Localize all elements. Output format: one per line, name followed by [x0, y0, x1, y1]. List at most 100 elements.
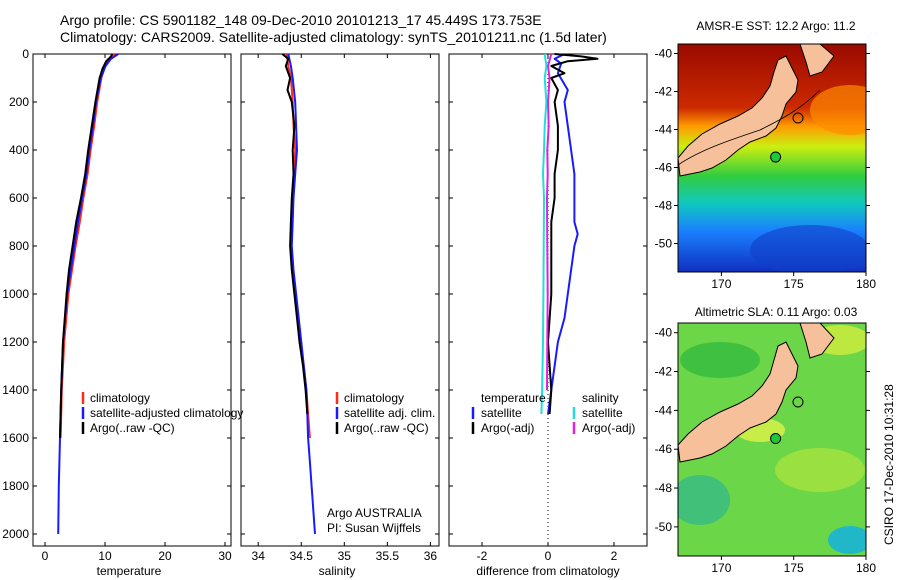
salinity-ticks: 34 34.5 35 35.5 36 [241, 53, 439, 563]
sla-patch [775, 448, 865, 492]
y-tick-label: -46 [655, 442, 673, 456]
x-tick-label: 175 [784, 277, 804, 291]
x-tick-label: 20 [158, 549, 172, 563]
y-tick-label: 800 [9, 239, 29, 253]
sst-land [678, 55, 799, 177]
y-tick-label: -44 [655, 123, 673, 137]
legend-label-argo: Argo(..raw -QC) [90, 421, 175, 435]
figure-title-line1: Argo profile: CS 5901182_148 09-Dec-2010… [60, 12, 542, 28]
difference-ticks: -2 0 2 [449, 53, 647, 563]
sla-patch [678, 475, 730, 525]
y-tick-label: -40 [655, 326, 673, 340]
legend-label-satellite-temp: satellite [481, 406, 522, 420]
series-line-sat_sal [540, 53, 548, 415]
legend-label-argo-sal: Argo(-adj) [582, 421, 635, 435]
argo-float-marker [770, 433, 782, 445]
legend-label-satellite: satellite-adjusted climatology [90, 406, 243, 420]
y-tick-label: -40 [655, 47, 673, 61]
salinity-axes-frame [240, 53, 440, 547]
sst-map-frame [677, 43, 867, 273]
difference-lines [540, 53, 599, 415]
y-tick-label: -42 [655, 85, 673, 99]
credit-stamp: CSIRO 17-Dec-2010 10:31:28 [882, 384, 896, 545]
legend-label-argo-temp: Argo(-adj) [481, 421, 534, 435]
x-tick-label: 2 [611, 549, 618, 563]
y-tick-label: 2000 [2, 527, 29, 541]
salinity-xlabel: salinity [319, 564, 356, 578]
figure-title-line2: Climatology: CARS2009. Satellite-adjuste… [60, 29, 607, 45]
legend-label-argo: Argo(..raw -QC) [344, 421, 429, 435]
y-tick-label: -42 [655, 365, 673, 379]
argo-float-marker [770, 151, 782, 163]
temperature-ticks: 0 10 20 30 0 200 400 600 800 1000 1200 1400 1600 1800… [2, 47, 232, 563]
legend-label-satellite-sal: satellite [582, 406, 623, 420]
sst-map-ticks: 170 175 180 -40 -42 -44 -46 -48 -50 [655, 47, 877, 292]
temperature-panel: 0 10 20 30 0 200 400 600 800 1000 1200 1400 1600 1800… [2, 47, 243, 578]
y-tick-label: 1800 [2, 479, 29, 493]
difference-panel: -2 0 2 difference from climatology tempera… [448, 53, 648, 578]
x-tick-label: 36 [424, 549, 438, 563]
y-tick-label: -44 [655, 403, 673, 417]
sla-map-frame [677, 322, 867, 557]
series-line-argo [281, 53, 309, 415]
x-tick-label: 35.5 [376, 549, 400, 563]
legend-label-satellite: satellite adj. clim. [344, 406, 435, 420]
sst-north-island [799, 44, 835, 77]
sst-rise-marker [792, 112, 804, 124]
y-tick-label: -50 [655, 237, 673, 251]
x-tick-label: 180 [856, 277, 876, 291]
salinity-legend: climatology satellite adj. clim. Argo(..… [335, 391, 435, 435]
sla-patch [828, 526, 866, 554]
sst-cool-patch [750, 225, 866, 272]
y-tick-label: 1600 [2, 431, 29, 445]
x-tick-label: 170 [711, 277, 731, 291]
legend-label-climatology: climatology [90, 391, 150, 405]
series-line-climatology [59, 53, 116, 439]
credit-pi: PI: Susan Wijffels [327, 521, 421, 535]
y-tick-label: 0 [22, 47, 29, 61]
y-tick-label: -48 [655, 481, 673, 495]
sla-land [678, 341, 799, 463]
legend-title-temperature: temperature [481, 391, 546, 405]
x-tick-label: 0 [545, 549, 552, 563]
y-tick-label: 1000 [2, 287, 29, 301]
temperature-lines [57, 53, 119, 535]
x-tick-label: 35 [338, 549, 352, 563]
legend-title-salinity: salinity [582, 391, 619, 405]
y-tick-label: 400 [9, 143, 29, 157]
x-tick-label: 0 [42, 549, 49, 563]
sla-map-title: Altimetric SLA: 0.11 Argo: 0.03 [695, 305, 858, 319]
x-tick-label: 180 [856, 561, 876, 575]
x-tick-label: 170 [711, 561, 731, 575]
x-tick-label: 34.5 [290, 549, 314, 563]
series-line-argo [59, 53, 114, 439]
x-tick-label: 34 [252, 549, 266, 563]
legend-label-climatology: climatology [344, 391, 404, 405]
y-tick-label: -48 [655, 199, 673, 213]
difference-xlabel: difference from climatology [476, 564, 619, 578]
difference-legend: temperature satellite Argo(-adj) salinit… [471, 391, 635, 435]
sla-map-panel: Altimetric SLA: 0.11 Argo: 0.03 170 175 18… [655, 305, 877, 575]
y-tick-label: 600 [9, 191, 29, 205]
y-tick-label: -46 [655, 161, 673, 175]
sla-patch [680, 342, 760, 378]
x-tick-label: 30 [218, 549, 232, 563]
x-tick-label: -2 [477, 549, 488, 563]
credit-program: Argo AUSTRALIA [327, 506, 422, 520]
y-tick-label: 200 [9, 95, 29, 109]
sst-warm-patch [810, 85, 866, 135]
series-line-argo_sal [546, 53, 553, 391]
salinity-panel: 34 34.5 35 35.5 36 salinity climatology sate… [240, 53, 440, 578]
sst-contour [678, 89, 821, 166]
sst-map-title: AMSR-E SST: 12.2 Argo: 11.2 [696, 19, 856, 33]
temperature-axes-frame [32, 53, 232, 547]
sst-map-panel: AMSR-E SST: 12.2 Argo: 11.2 170 175 180 -40… [655, 19, 877, 292]
sla-map-ticks: 170 175 180 -40 -42 -44 -46 -48 -50 [655, 326, 877, 575]
y-tick-label: 1200 [2, 335, 29, 349]
sla-rise-marker [792, 396, 804, 408]
series-line-argo_temp [547, 53, 599, 415]
series-line-satellite [287, 53, 316, 535]
temperature-xlabel: temperature [97, 564, 162, 578]
x-tick-label: 10 [98, 549, 112, 563]
